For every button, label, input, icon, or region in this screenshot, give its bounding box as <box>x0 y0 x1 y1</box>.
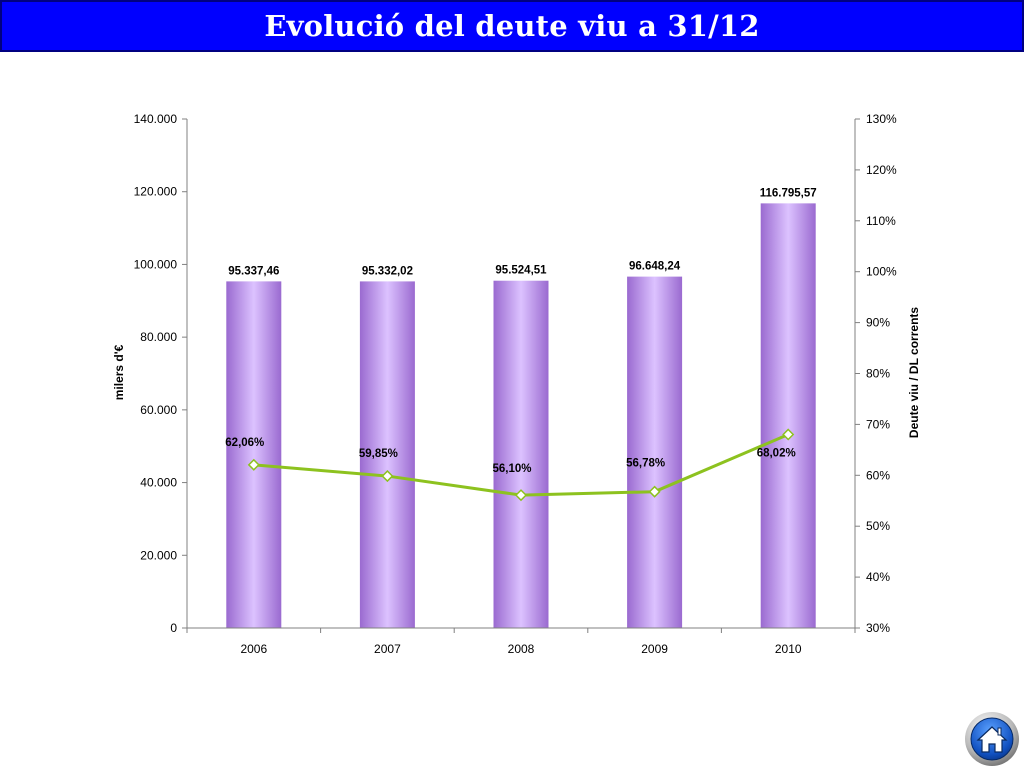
line-data-label: 56,10% <box>492 463 531 475</box>
line-data-label: 62,06% <box>225 437 264 449</box>
x-tick-label: 2010 <box>775 642 802 656</box>
bar-data-label: 96.648,24 <box>629 261 681 273</box>
y2-tick-label: 120% <box>866 163 897 177</box>
bar <box>493 280 549 628</box>
line-point <box>514 489 528 502</box>
y2-tick-label: 80% <box>866 367 890 381</box>
y-tick-label: 80.000 <box>140 330 177 344</box>
home-button[interactable] <box>964 711 1020 767</box>
bar-data-label: 95.332,02 <box>362 265 413 277</box>
y-tick-label: 120.000 <box>134 185 178 199</box>
bar <box>760 203 816 628</box>
line-data-label: 56,78% <box>626 458 665 470</box>
y2-tick-label: 70% <box>866 417 890 431</box>
line-point <box>247 458 260 471</box>
home-icon <box>976 726 1008 753</box>
y2-tick-label: 40% <box>866 570 890 584</box>
y2-tick-label: 130% <box>866 112 897 126</box>
x-tick-label: 2006 <box>240 642 267 656</box>
line-point <box>648 485 661 498</box>
y-tick-label: 20.000 <box>140 548 177 562</box>
y2-tick-label: 30% <box>866 621 890 635</box>
y-tick-label: 100.000 <box>134 257 178 271</box>
y-tick-label: 140.000 <box>134 112 178 126</box>
y-axis-title: milers d'€ <box>112 344 126 400</box>
x-tick-label: 2007 <box>374 642 401 656</box>
line-point <box>782 428 795 441</box>
y2-tick-label: 60% <box>866 468 890 482</box>
x-tick-label: 2008 <box>508 642 535 656</box>
page-title: Evolució del deute viu a 31/12 <box>264 9 760 43</box>
y2-tick-label: 100% <box>866 265 897 279</box>
y2-tick-label: 90% <box>866 316 890 330</box>
bar-data-label: 116.795,57 <box>760 187 817 199</box>
bar <box>359 281 415 628</box>
bar-data-label: 95.337,46 <box>228 265 279 277</box>
line-data-label: 68,02% <box>757 447 796 459</box>
x-tick-label: 2009 <box>641 642 668 656</box>
bar <box>226 281 282 628</box>
title-bar: Evolució del deute viu a 31/12 <box>0 0 1024 52</box>
bar-data-label: 95.524,51 <box>495 265 547 277</box>
line-point <box>381 470 394 483</box>
line-data-label: 59,85% <box>359 448 398 460</box>
y2-tick-label: 110% <box>866 214 896 228</box>
bar <box>627 276 683 628</box>
y-tick-label: 60.000 <box>140 403 177 417</box>
y-tick-label: 0 <box>170 621 177 635</box>
y-tick-label: 40.000 <box>140 476 177 490</box>
y2-axis-title: Deute viu / DL corrents <box>907 307 921 438</box>
y2-tick-label: 50% <box>866 519 890 533</box>
